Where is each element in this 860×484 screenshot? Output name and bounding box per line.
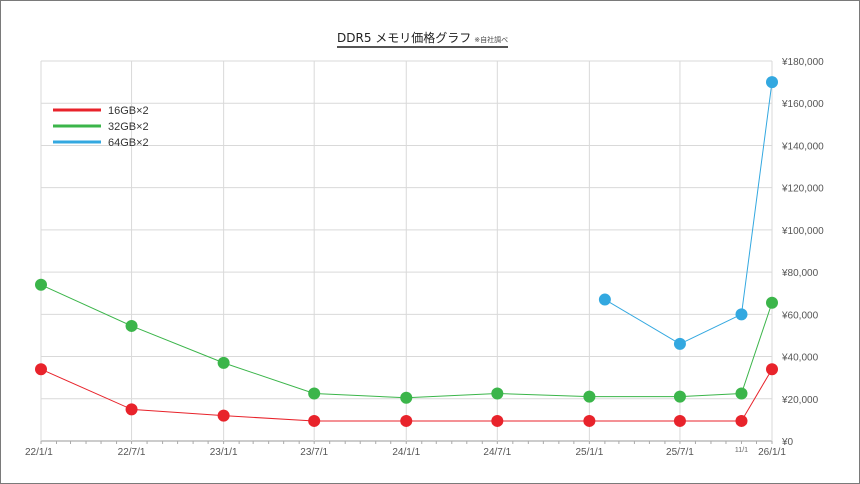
chart-title-note: ※自社調べ [474,36,509,44]
x-tick-label: 24/1/1 [392,447,420,458]
data-point-0 [735,414,748,427]
y-tick-label: ¥100,000 [781,226,824,237]
chart-title: DDR5 メモリ価格グラフ ※自社調べ [337,29,509,48]
data-point-0 [125,403,138,416]
data-point-0 [583,414,596,427]
series-line-0 [40,368,773,422]
data-point-0 [673,414,686,427]
data-point-2 [673,337,686,350]
axes: ¥0 ¥20,000 ¥40,000 ¥60,000 ¥80,000 ¥100,000 ¥1… [25,57,824,458]
y-tick-label: ¥140,000 [781,141,824,152]
data-point-1 [735,387,748,400]
x-tick-label: 25/7/1 [666,447,694,458]
x-tick-label: 23/7/1 [300,447,328,458]
y-tick-label: ¥120,000 [781,184,824,195]
x-tick-label: 26/1/1 [758,447,786,458]
data-point-0 [400,414,413,427]
data-point-0 [766,363,778,376]
x-tick-label: 25/1/1 [575,447,603,458]
legend: 16GB×2 32GB×2 64GB×2 [53,105,149,149]
data-point-1 [217,356,230,369]
data-point-1 [491,387,504,400]
legend-label: 16GB×2 [108,105,149,117]
chart-title-text: DDR5 メモリ価格グラフ [337,31,472,45]
y-tick-label: ¥0 [781,437,794,448]
x-tick-label: 22/7/1 [118,447,146,458]
series-layer [35,76,778,427]
x-tick-label: 22/1/1 [25,447,53,458]
y-tick-label: ¥60,000 [781,310,819,321]
data-point-1 [766,296,778,309]
y-tick-label: ¥40,000 [781,353,819,364]
data-point-1 [673,390,686,403]
data-point-1 [308,387,321,400]
x-tick-label: 11/1 [735,447,748,454]
y-tick-label: ¥80,000 [781,268,819,279]
y-tick-label: ¥20,000 [781,395,819,406]
legend-label: 32GB×2 [108,121,149,133]
legend-label: 64GB×2 [108,137,149,149]
data-point-2 [735,308,748,321]
data-point-1 [35,278,47,291]
data-point-1 [125,319,138,332]
x-tick-label: 24/7/1 [483,447,511,458]
data-point-1 [583,390,596,403]
data-point-0 [217,409,230,422]
y-tick-label: ¥180,000 [781,57,824,68]
data-point-0 [491,414,504,427]
data-point-2 [766,76,778,89]
data-point-2 [598,293,611,306]
series-line-1 [40,284,773,399]
data-point-0 [35,363,47,376]
series-line-2 [604,82,773,345]
data-point-1 [400,391,413,404]
x-tick-label: 23/1/1 [210,447,238,458]
data-point-0 [308,414,321,427]
y-tick-label: ¥160,000 [781,99,824,110]
grid-lines [40,60,773,442]
